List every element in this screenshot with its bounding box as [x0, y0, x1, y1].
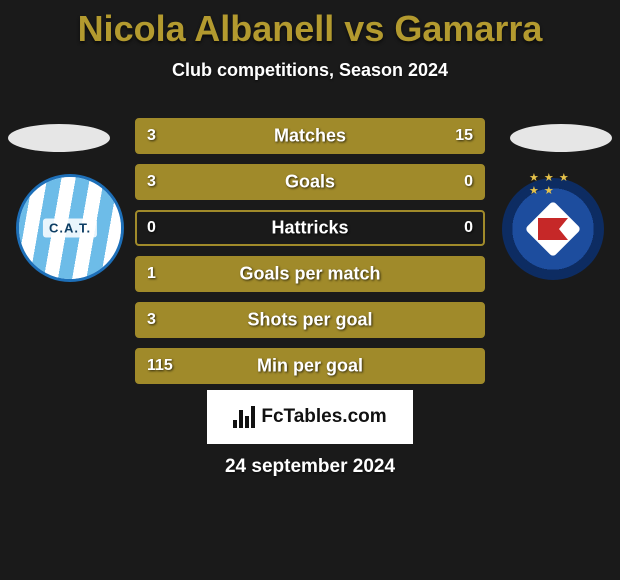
chart-row: 3 15 Matches: [135, 118, 485, 154]
metric-label: Shots per goal: [247, 310, 372, 331]
club-crest-right: ★ ★ ★ ★ ★: [502, 178, 604, 280]
value-right: 15: [455, 127, 473, 145]
value-left: 115: [147, 357, 173, 375]
metric-label: Goals per match: [239, 264, 380, 285]
comparison-chart: 3 15 Matches 3 0 Goals 0 0 Hattricks 1 Goals per m…: [135, 118, 485, 394]
fctables-text: FcTables.com: [261, 406, 386, 428]
metric-label: Hattricks: [271, 218, 348, 239]
value-right: 0: [464, 219, 473, 237]
page-title: Nicola Albanell vs Gamarra: [0, 0, 620, 50]
value-right: 0: [464, 173, 473, 191]
value-left: 1: [147, 265, 156, 283]
bar-chart-icon: [233, 406, 255, 428]
fctables-watermark: FcTables.com: [207, 390, 413, 444]
crest-left-label: C.A.T.: [43, 219, 97, 238]
metric-label: Goals: [285, 172, 335, 193]
crest-pennant-icon: [538, 218, 568, 240]
subtitle: Club competitions, Season 2024: [0, 60, 620, 81]
player-badge-left: [8, 124, 110, 152]
crest-stars-icon: ★ ★ ★ ★ ★: [529, 171, 577, 197]
chart-row: 0 0 Hattricks: [135, 210, 485, 246]
metric-label: Matches: [274, 126, 346, 147]
value-left: 3: [147, 173, 156, 191]
club-crest-left: C.A.T.: [16, 174, 124, 282]
value-left: 3: [147, 311, 156, 329]
chart-row: 3 Shots per goal: [135, 302, 485, 338]
metric-label: Min per goal: [257, 356, 363, 377]
chart-row: 115 Min per goal: [135, 348, 485, 384]
date-label: 24 september 2024: [225, 456, 395, 478]
value-left: 3: [147, 127, 156, 145]
value-left: 0: [147, 219, 156, 237]
player-badge-right: [510, 124, 612, 152]
chart-row: 1 Goals per match: [135, 256, 485, 292]
bar-left: [137, 120, 196, 152]
chart-row: 3 0 Goals: [135, 164, 485, 200]
